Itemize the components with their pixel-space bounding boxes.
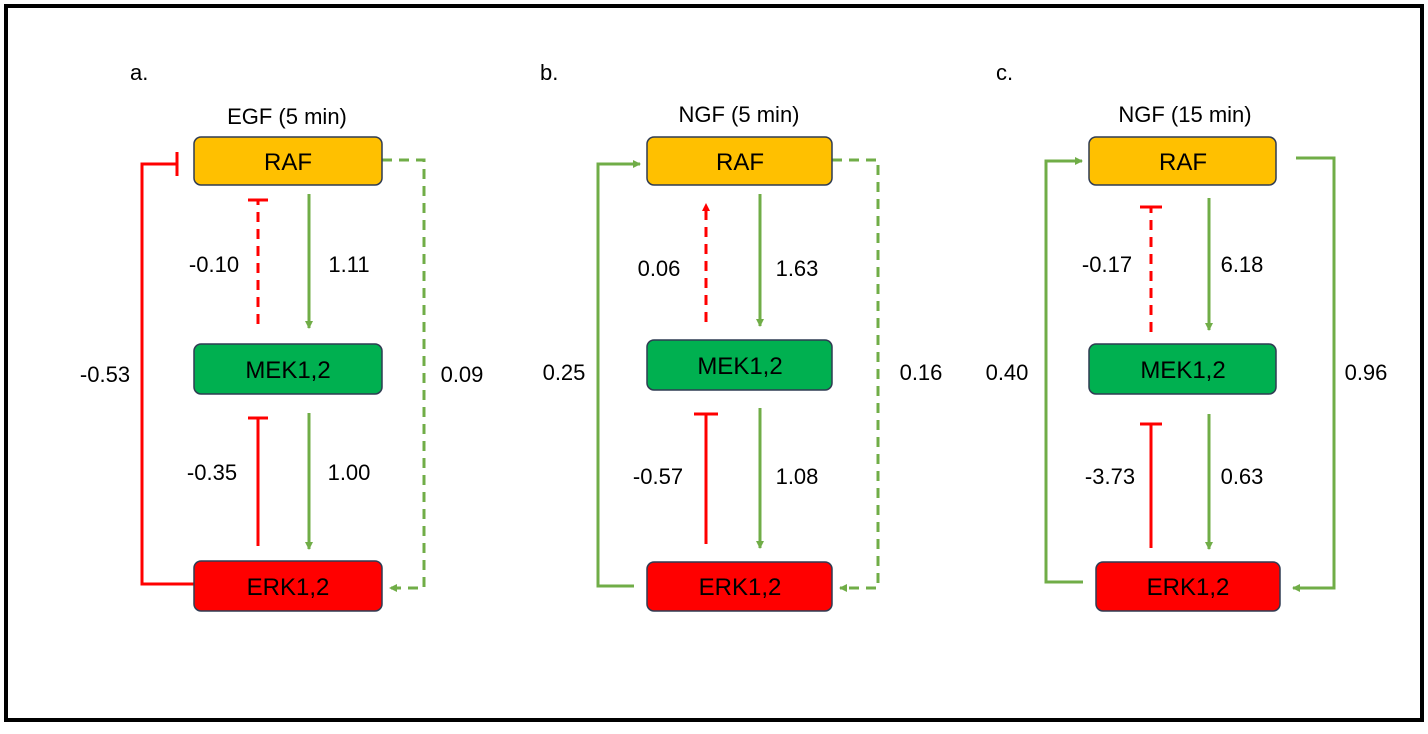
edge-raf-to-erk: [382, 158, 426, 592]
edge-label-mek-to-erk: 1.00: [328, 460, 371, 485]
node-mek-label: MEK1,2: [245, 357, 330, 384]
node-raf-label: RAF: [264, 149, 312, 176]
node-erk-label: ERK1,2: [699, 574, 782, 601]
edge-label-raf-to-mek: 1.11: [328, 252, 369, 277]
edge-label-mek-to-raf: -0.10: [189, 252, 239, 277]
edge-raf-to-erk: [1292, 156, 1336, 592]
node-mek-label: MEK1,2: [1140, 357, 1225, 384]
node-mek: [1088, 343, 1277, 395]
node-erk: [193, 560, 383, 612]
edge-erk-to-raf: [1044, 157, 1083, 584]
edge-label-raf-to-erk: 0.16: [900, 360, 943, 385]
node-erk-label: ERK1,2: [247, 574, 330, 601]
edge-label-raf-to-mek: 1.63: [776, 256, 819, 281]
panel-a: a. EGF (5 min) -0.53 0.09 -0.10 1.11 -0.…: [80, 60, 484, 612]
panel-title: NGF (5 min): [679, 102, 800, 127]
edge-erk-to-raf: [596, 160, 641, 588]
node-raf: [646, 136, 833, 186]
edge-label-mek-to-raf: 0.06: [638, 256, 681, 281]
panel-c: c. NGF (15 min) 0.40 0.96 -0.17 6.18 -3.…: [986, 60, 1388, 612]
panel-letter: b.: [540, 60, 558, 85]
node-mek: [193, 343, 383, 395]
panel-title: NGF (15 min): [1118, 102, 1251, 127]
edge-label-erk-to-mek: -3.73: [1085, 464, 1135, 489]
edge-label-erk-to-mek: -0.35: [187, 460, 237, 485]
edge-raf-to-erk: [832, 158, 880, 592]
panel-b: b. NGF (5 min) 0.25 0.16 0.06 1.63 -0.57…: [540, 60, 943, 612]
node-raf: [193, 136, 383, 186]
edge-label-erk-to-raf: -0.53: [80, 362, 130, 387]
node-raf-label: RAF: [716, 149, 764, 176]
edge-label-mek-to-erk: 0.63: [1221, 464, 1264, 489]
node-mek-label: MEK1,2: [697, 353, 782, 380]
node-mek: [646, 339, 833, 391]
edge-label-erk-to-raf: 0.25: [543, 360, 586, 385]
edge-label-erk-to-mek: -0.57: [633, 464, 683, 489]
edge-label-mek-to-erk: 1.08: [776, 464, 819, 489]
node-erk: [646, 561, 833, 612]
panel-letter: c.: [996, 60, 1013, 85]
panel-letter: a.: [130, 60, 148, 85]
edge-label-raf-to-mek: 6.18: [1221, 252, 1264, 277]
edge-label-raf-to-erk: 0.96: [1345, 360, 1388, 385]
edge-label-mek-to-raf: -0.17: [1082, 252, 1132, 277]
edge-label-raf-to-erk: 0.09: [441, 362, 484, 387]
edge-erk-to-raf: [140, 162, 194, 586]
node-raf: [1088, 136, 1277, 186]
node-erk-label: ERK1,2: [1147, 574, 1230, 601]
node-erk: [1095, 561, 1281, 612]
edge-label-erk-to-raf: 0.40: [986, 360, 1029, 385]
panel-title: EGF (5 min): [227, 104, 347, 129]
node-raf-label: RAF: [1159, 149, 1207, 176]
